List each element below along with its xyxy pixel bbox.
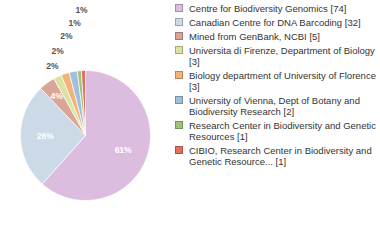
svg-text:2%: 2% bbox=[60, 31, 73, 41]
html-text:Centre for Biodiversity Genomi: Centre for Biodiversity Genomics [74] bbox=[189, 3, 347, 14]
svg-text:2%: 2% bbox=[52, 46, 65, 56]
html-text:CIBIO, Research Center in Biod: CIBIO, Research Center in Biodiversity a… bbox=[189, 145, 372, 167]
svg-text:4%: 4% bbox=[50, 91, 63, 101]
html-text:Mined from GenBank, NCBI [5]: Mined from GenBank, NCBI [5] bbox=[189, 31, 320, 42]
svg-text:26%: 26% bbox=[37, 131, 54, 141]
svg-text:1%: 1% bbox=[69, 18, 82, 28]
html-text:Research Center in Biodiversit: Research Center in Biodiversity and Gene… bbox=[189, 120, 376, 142]
svg-text:2%: 2% bbox=[46, 61, 59, 71]
html-text:Universita di Firenze, Departm: Universita di Firenze, Department of Bio… bbox=[189, 45, 375, 67]
html-text:Canadian Centre for DNA Barcod: Canadian Centre for DNA Barcoding [32] bbox=[189, 17, 361, 28]
html-text:University of Vienna, Dept of: University of Vienna, Dept of Botany and… bbox=[189, 95, 360, 117]
svg-text:61%: 61% bbox=[115, 145, 132, 155]
html-text:Biology department of Universi: Biology department of University of Flor… bbox=[189, 70, 376, 92]
svg-text:1%: 1% bbox=[75, 5, 88, 15]
